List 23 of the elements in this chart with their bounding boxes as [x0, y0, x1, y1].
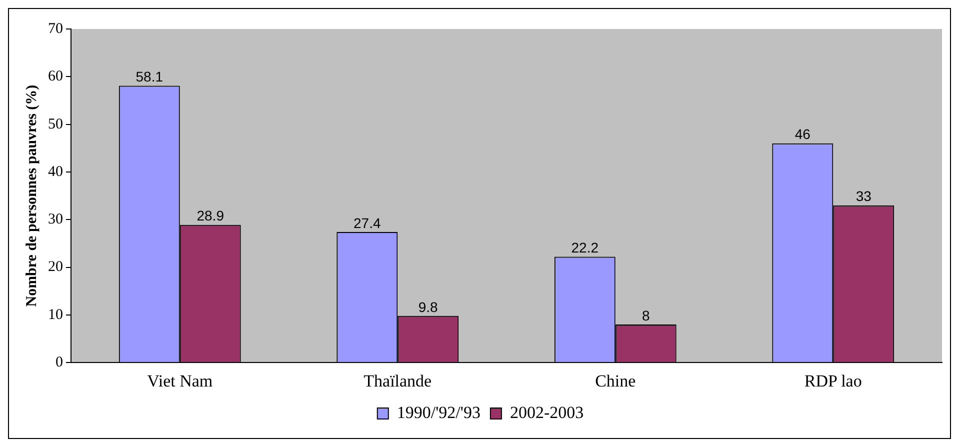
data-label: 28.9 — [196, 208, 224, 224]
data-label: 33 — [856, 188, 872, 204]
data-label: 58.1 — [136, 68, 164, 85]
legend-label: 1990/'92/'93 — [396, 402, 480, 422]
y-tick-label: 50 — [48, 116, 63, 132]
y-tick-label: 70 — [48, 20, 63, 37]
x-tick-label: RDP lao — [804, 371, 862, 390]
legend-label: 2002-2003 — [510, 402, 584, 422]
y-tick-label: 30 — [48, 212, 63, 228]
x-tick-label: Viet Nam — [147, 371, 213, 390]
data-label: 46 — [794, 126, 811, 142]
y-axis-title: Nombre de personnes pauvres (%) — [24, 84, 40, 307]
y-tick-label: 40 — [48, 164, 63, 180]
data-label: 8 — [642, 307, 650, 324]
x-tick-label: Thaïlande — [364, 371, 432, 390]
y-tick-label: 0 — [56, 354, 63, 371]
y-tick-label: 10 — [48, 306, 63, 323]
data-label: 22.2 — [571, 240, 599, 256]
y-tick-label: 20 — [48, 259, 63, 276]
x-tick-label: Chine — [595, 371, 636, 390]
data-label: 27.4 — [354, 214, 381, 231]
y-tick-label: 60 — [48, 68, 63, 85]
data-label: 9.8 — [418, 298, 438, 315]
